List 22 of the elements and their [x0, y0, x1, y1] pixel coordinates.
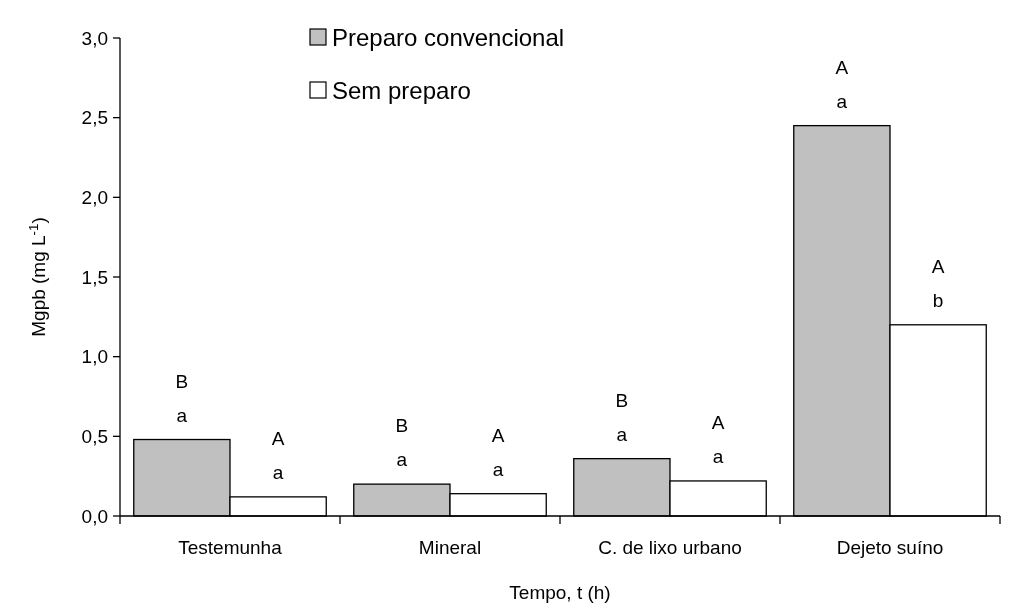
annotation: A a	[835, 56, 849, 112]
y-tick-label: 0,0	[81, 505, 108, 527]
y-tick-label: 2,5	[81, 107, 108, 129]
y-tick-label: 0,5	[81, 425, 108, 447]
annotation: A a	[491, 424, 505, 480]
y-tick-label: 1,5	[81, 266, 108, 288]
annotation: A b	[931, 255, 945, 311]
x-axis-title: Tempo, t (h)	[509, 582, 611, 603]
y-tick-label: 2,0	[81, 186, 108, 208]
x-tick-label: C. de lixo urbano	[598, 537, 742, 558]
legend-label: Preparo convencional	[332, 24, 565, 52]
x-tick-label: Testemunha	[178, 537, 283, 558]
legend-label: Sem preparo	[332, 77, 471, 105]
annotation: B a	[615, 389, 629, 445]
y-tick-label: 3,0	[81, 27, 108, 49]
annotation: A a	[711, 411, 725, 467]
annotation: A a	[271, 427, 285, 483]
annotation: B a	[395, 415, 409, 471]
y-tick-label: 1,0	[81, 346, 108, 368]
annotation: B a	[175, 370, 189, 426]
x-tick-label: Mineral	[418, 537, 482, 558]
x-tick-label: Dejeto suíno	[836, 537, 944, 558]
